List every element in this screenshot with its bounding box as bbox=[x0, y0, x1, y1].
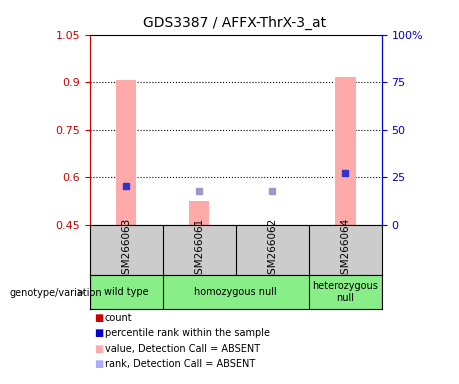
Text: GSM266061: GSM266061 bbox=[194, 218, 204, 281]
Text: wild type: wild type bbox=[104, 287, 148, 297]
Text: ■: ■ bbox=[94, 313, 103, 323]
Text: rank, Detection Call = ABSENT: rank, Detection Call = ABSENT bbox=[105, 359, 255, 369]
Text: GSM266064: GSM266064 bbox=[340, 218, 349, 281]
Text: GDS3387 / AFFX-ThrX-3_at: GDS3387 / AFFX-ThrX-3_at bbox=[143, 15, 325, 30]
Text: ■: ■ bbox=[94, 328, 103, 338]
Text: value, Detection Call = ABSENT: value, Detection Call = ABSENT bbox=[105, 344, 259, 354]
Bar bbox=[116, 81, 136, 225]
Text: ■: ■ bbox=[94, 344, 103, 354]
Text: heterozygous
null: heterozygous null bbox=[312, 281, 377, 303]
Bar bbox=[334, 77, 355, 225]
Text: genotype/variation: genotype/variation bbox=[9, 288, 101, 298]
Text: ■: ■ bbox=[94, 359, 103, 369]
Text: GSM266063: GSM266063 bbox=[121, 218, 131, 281]
Text: percentile rank within the sample: percentile rank within the sample bbox=[105, 328, 269, 338]
Text: GSM266062: GSM266062 bbox=[267, 218, 277, 281]
Bar bbox=[189, 201, 209, 225]
Text: count: count bbox=[105, 313, 132, 323]
Text: homozygous null: homozygous null bbox=[194, 287, 276, 297]
